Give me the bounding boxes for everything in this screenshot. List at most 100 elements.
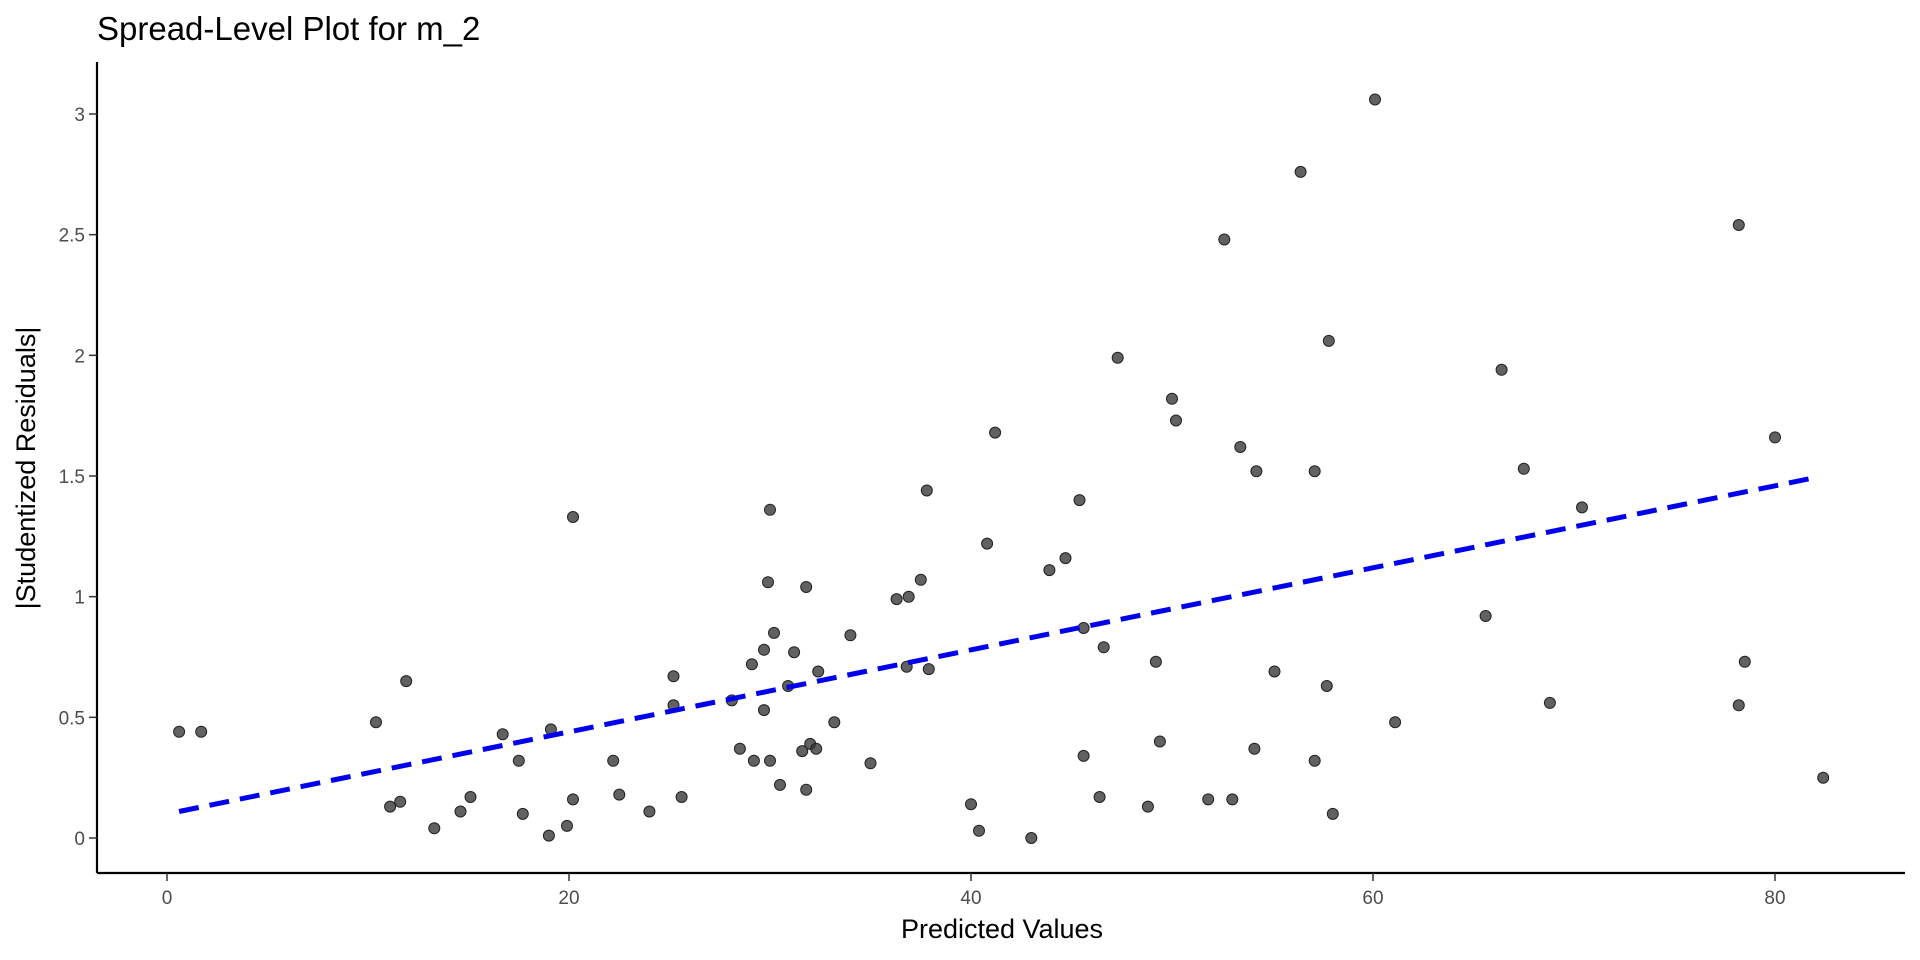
data-point bbox=[675, 791, 688, 803]
data-point bbox=[1234, 441, 1247, 453]
data-point bbox=[1308, 465, 1321, 478]
trend-line-layer bbox=[178, 475, 1812, 814]
data-point bbox=[542, 829, 555, 842]
y-axis-ticks: 0 0.5 1 1.5 2 2.5 3 bbox=[59, 105, 97, 850]
data-point bbox=[1248, 742, 1261, 755]
data-point bbox=[1479, 610, 1492, 622]
data-point bbox=[1077, 622, 1090, 634]
data-point bbox=[1043, 564, 1056, 577]
data-point bbox=[762, 576, 774, 589]
data-point bbox=[1326, 807, 1339, 820]
x-tick-label: 60 bbox=[1362, 888, 1383, 909]
points-layer bbox=[173, 93, 1830, 844]
x-axis-title: Predicted Values bbox=[901, 914, 1103, 944]
data-point bbox=[1153, 735, 1166, 748]
data-point bbox=[747, 754, 760, 767]
data-point bbox=[516, 807, 529, 820]
data-point bbox=[1294, 165, 1307, 178]
data-point bbox=[1738, 655, 1751, 668]
data-point bbox=[844, 629, 857, 642]
data-point bbox=[1389, 716, 1402, 729]
data-point bbox=[1369, 93, 1381, 106]
data-point bbox=[812, 665, 825, 678]
x-tick-label: 20 bbox=[558, 888, 579, 909]
data-point bbox=[1073, 494, 1086, 507]
data-point bbox=[1769, 431, 1781, 444]
data-point bbox=[394, 795, 407, 808]
data-point bbox=[800, 581, 813, 593]
data-point bbox=[607, 754, 620, 767]
data-point bbox=[1517, 462, 1530, 475]
data-point bbox=[1250, 465, 1263, 478]
data-point bbox=[1732, 699, 1745, 712]
data-point bbox=[428, 822, 441, 835]
data-point bbox=[733, 742, 746, 755]
y-tick-label: 2.5 bbox=[59, 226, 85, 247]
data-point bbox=[758, 643, 770, 656]
data-point bbox=[920, 484, 933, 497]
data-point bbox=[1111, 351, 1124, 364]
x-tick-label: 40 bbox=[960, 888, 981, 909]
data-point bbox=[496, 728, 509, 741]
data-point bbox=[768, 626, 780, 639]
data-point bbox=[370, 716, 382, 729]
data-point bbox=[1141, 800, 1154, 813]
x-tick-label: 0 bbox=[162, 888, 173, 909]
data-point bbox=[561, 819, 573, 832]
data-point bbox=[1025, 832, 1038, 844]
data-point bbox=[774, 778, 786, 791]
y-tick-label: 1.5 bbox=[59, 467, 85, 488]
data-point bbox=[758, 704, 770, 717]
data-point bbox=[965, 798, 977, 811]
data-point bbox=[400, 675, 413, 688]
data-point bbox=[1322, 334, 1335, 347]
data-point bbox=[914, 573, 927, 586]
data-point bbox=[464, 791, 477, 803]
data-point bbox=[902, 590, 915, 603]
data-point bbox=[1218, 233, 1231, 246]
data-point bbox=[1732, 219, 1745, 231]
data-point bbox=[1202, 793, 1215, 806]
data-point bbox=[512, 754, 525, 767]
data-point bbox=[764, 754, 776, 767]
data-point bbox=[1077, 749, 1090, 762]
data-point bbox=[810, 742, 823, 755]
data-point bbox=[173, 725, 186, 738]
data-point bbox=[667, 670, 680, 683]
trend-line bbox=[178, 475, 1812, 814]
data-point bbox=[1320, 680, 1333, 692]
data-point bbox=[1097, 641, 1110, 654]
data-point bbox=[922, 663, 935, 676]
data-point bbox=[1149, 655, 1162, 668]
data-point bbox=[1268, 665, 1281, 678]
data-point bbox=[567, 511, 579, 523]
data-point bbox=[195, 725, 208, 738]
x-tick-label: 80 bbox=[1764, 888, 1785, 909]
chart-title: Spread-Level Plot for m_2 bbox=[97, 10, 480, 47]
data-point bbox=[1543, 696, 1556, 709]
y-tick-label: 0 bbox=[74, 829, 85, 850]
data-point bbox=[1308, 754, 1321, 767]
data-point bbox=[1170, 414, 1182, 427]
y-tick-label: 3 bbox=[74, 105, 85, 126]
data-point bbox=[828, 716, 841, 729]
data-point bbox=[567, 793, 579, 806]
data-point bbox=[1093, 791, 1106, 803]
data-point bbox=[788, 646, 801, 659]
data-point bbox=[864, 757, 877, 770]
data-point bbox=[1166, 392, 1178, 405]
data-point bbox=[1576, 501, 1588, 514]
y-tick-label: 1 bbox=[74, 588, 85, 609]
y-axis-title: |Studentized Residuals| bbox=[11, 327, 41, 610]
data-point bbox=[764, 503, 776, 516]
x-axis-ticks: 0 20 40 60 80 bbox=[162, 873, 1786, 909]
data-point bbox=[800, 783, 813, 796]
data-point bbox=[890, 593, 903, 606]
data-point bbox=[745, 658, 758, 671]
y-tick-label: 2 bbox=[74, 346, 85, 367]
y-tick-label: 0.5 bbox=[59, 708, 85, 729]
data-point bbox=[613, 788, 626, 801]
data-point bbox=[1817, 771, 1830, 784]
data-point bbox=[796, 745, 809, 758]
